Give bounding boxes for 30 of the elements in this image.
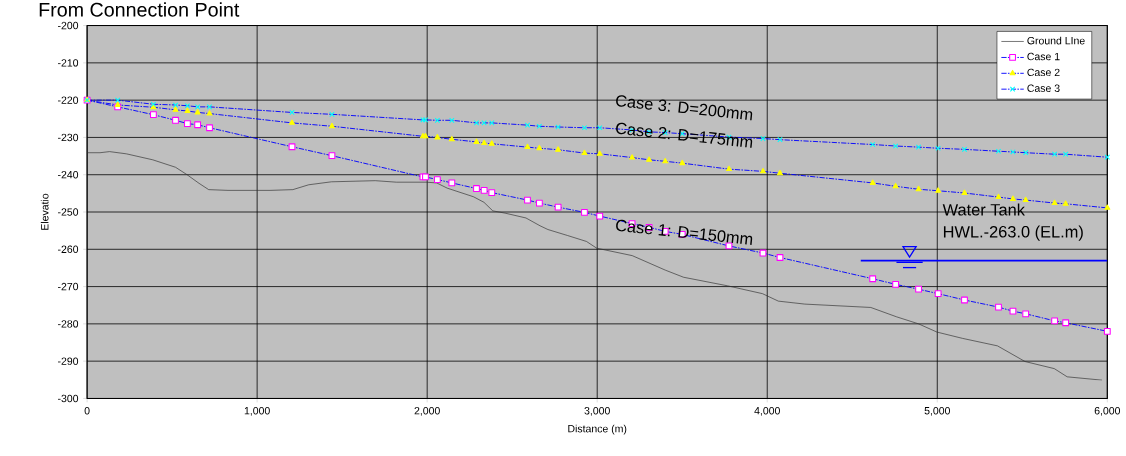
y-axis-title: Elevatio [40, 193, 49, 230]
y-tick-label: -200 [58, 21, 79, 30]
annotation: Case 2: D=175mm [616, 122, 753, 148]
x-axis-title: Distance (m) [568, 424, 627, 435]
y-tick-label: -220 [58, 96, 79, 104]
legend-label: Case 2 [1027, 68, 1060, 76]
y-tick-label: -250 [58, 208, 79, 216]
y-tick-label: -210 [58, 58, 79, 67]
x-tick-label: 5,000 [924, 406, 950, 416]
annotation: HWL.-263.0 (EL.m) [943, 225, 1083, 241]
y-tick-label: -230 [58, 133, 79, 141]
chart-title: From Connection Point [39, 1, 240, 17]
x-tick-label: 3,000 [584, 406, 610, 416]
annotation: Case 3: D=200mm [616, 94, 753, 121]
annotation: Case 1: D=150mm [616, 219, 753, 245]
y-tick-label: -270 [58, 282, 79, 291]
y-tick-label: -240 [58, 170, 79, 179]
x-tick-label: 4,000 [754, 406, 780, 416]
y-tick-label: -300 [58, 394, 79, 402]
x-tick-label: 2,000 [414, 406, 440, 416]
x-tick-label: 6,000 [1094, 406, 1121, 416]
legend-label: Case 1 [1027, 52, 1060, 60]
y-tick-label: -280 [58, 319, 79, 328]
legend-label: Ground LIne [1027, 36, 1085, 45]
x-tick-label: 0 [84, 406, 90, 415]
annotation: Water Tank [942, 203, 1025, 216]
legend-label: Case 3 [1027, 84, 1060, 92]
y-tick-label: -290 [58, 357, 79, 365]
y-tick-label: -260 [58, 245, 79, 253]
x-tick-label: 1,000 [244, 406, 270, 416]
